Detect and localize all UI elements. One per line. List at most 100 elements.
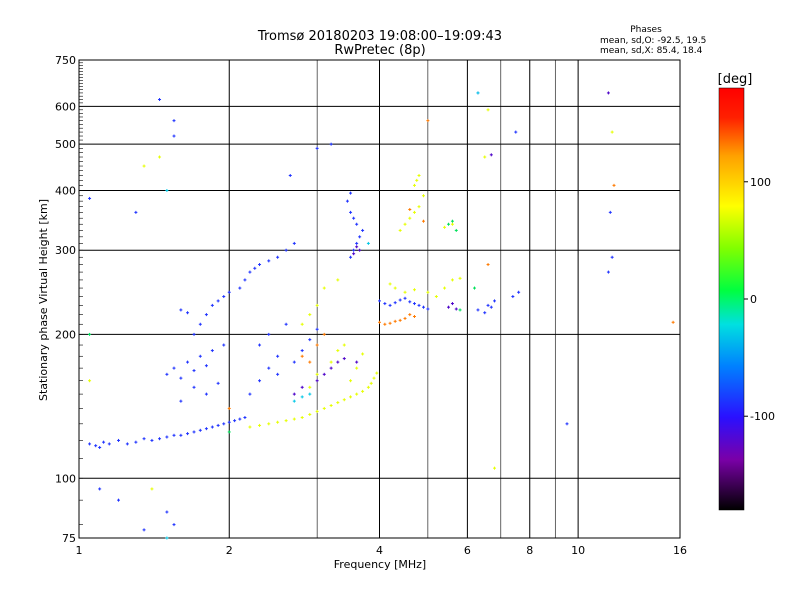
data-point: [300, 349, 304, 353]
data-point: [352, 252, 356, 256]
data-point: [349, 255, 353, 259]
data-point: [342, 398, 346, 402]
chart-title-line2: RwPretec (8p): [334, 43, 425, 58]
data-point: [476, 308, 480, 312]
data-point: [308, 412, 312, 416]
data-point: [565, 422, 569, 426]
data-point: [216, 299, 220, 303]
data-point: [342, 343, 346, 347]
data-point: [165, 372, 169, 376]
data-point: [308, 338, 312, 342]
data-point: [222, 295, 226, 299]
data-point: [134, 210, 138, 214]
data-point: [450, 219, 454, 223]
data-point: [434, 295, 438, 299]
data-point: [345, 199, 349, 203]
ticks-layer: 1 2 4 6 8 10 16 75 100 200 300 400 500 600 750: [55, 54, 687, 557]
data-point: [342, 357, 346, 361]
data-point: [489, 305, 493, 309]
data-point: [165, 510, 169, 514]
data-point: [454, 307, 458, 311]
data-point: [608, 210, 612, 214]
data-point: [454, 228, 458, 232]
data-point: [94, 444, 98, 448]
data-point: [493, 299, 497, 303]
data-point: [412, 302, 416, 306]
points-layer: [88, 91, 675, 540]
data-point: [352, 248, 356, 252]
x-tick-label: 2: [226, 544, 233, 557]
data-point: [98, 487, 102, 491]
data-point: [355, 222, 359, 226]
data-point: [349, 191, 353, 195]
data-point: [204, 364, 208, 368]
data-point: [315, 146, 319, 150]
data-point: [227, 430, 231, 434]
data-point: [349, 379, 353, 383]
data-point: [88, 442, 92, 446]
data-point: [315, 372, 319, 376]
data-point: [398, 318, 402, 322]
x-tick-label: 16: [673, 544, 687, 557]
data-point: [292, 417, 296, 421]
data-point: [355, 360, 359, 364]
data-point: [415, 178, 419, 182]
data-point: [612, 183, 616, 187]
data-point: [98, 445, 102, 449]
data-point: [210, 349, 214, 353]
data-point: [358, 248, 362, 252]
data-point: [322, 406, 326, 410]
data-point: [204, 427, 208, 431]
data-point: [322, 286, 326, 290]
data-point: [421, 194, 425, 198]
data-point: [322, 332, 326, 336]
data-point: [412, 183, 416, 187]
data-point: [258, 263, 262, 267]
data-point: [408, 208, 412, 212]
stats-heading: Phases: [630, 25, 662, 35]
data-point: [355, 245, 359, 249]
data-point: [322, 372, 326, 376]
data-point: [393, 319, 397, 323]
data-point: [179, 376, 183, 380]
data-point: [417, 205, 421, 209]
data-point: [447, 305, 451, 309]
data-point: [267, 259, 271, 263]
y-tick-label: 400: [55, 184, 76, 197]
data-point: [292, 399, 296, 403]
data-point: [403, 290, 407, 294]
data-point: [383, 322, 387, 326]
data-point: [606, 91, 610, 95]
data-point: [284, 419, 288, 423]
data-point: [369, 381, 373, 385]
data-point: [198, 428, 202, 432]
data-point: [426, 290, 430, 294]
colorbar-tick-label: 100: [750, 176, 771, 189]
data-point: [372, 376, 376, 380]
data-point: [186, 432, 190, 436]
data-point: [248, 425, 252, 429]
data-point: [300, 385, 304, 389]
data-point: [486, 108, 490, 112]
data-point: [117, 498, 121, 502]
data-point: [300, 416, 304, 420]
data-point: [412, 314, 416, 318]
data-point: [172, 366, 176, 370]
data-point: [329, 366, 333, 370]
data-point: [117, 438, 121, 442]
data-point: [361, 389, 365, 393]
data-point: [186, 360, 190, 364]
data-point: [192, 430, 196, 434]
data-point: [192, 369, 196, 373]
data-point: [421, 305, 425, 309]
data-point: [421, 219, 425, 223]
data-point: [308, 313, 312, 317]
data-point: [472, 286, 476, 290]
data-point: [172, 134, 176, 138]
data-point: [315, 327, 319, 331]
data-point: [426, 307, 430, 311]
data-point: [276, 420, 280, 424]
data-point: [233, 419, 237, 423]
data-point: [216, 381, 220, 385]
data-point: [125, 442, 129, 446]
